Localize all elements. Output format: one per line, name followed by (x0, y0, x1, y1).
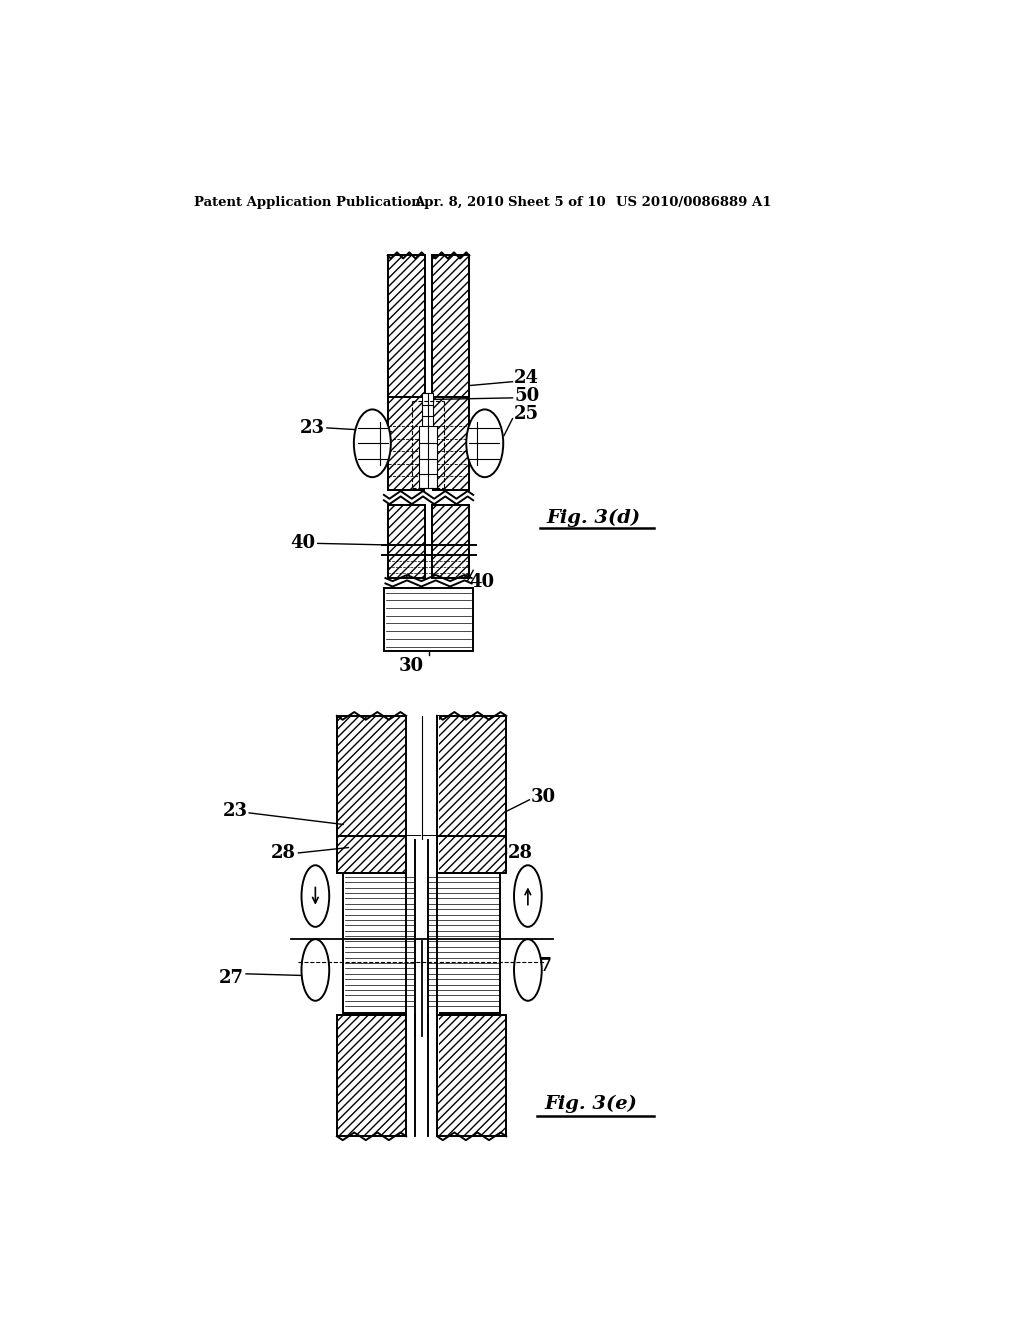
Polygon shape (343, 873, 420, 1014)
Polygon shape (423, 873, 500, 1014)
Polygon shape (437, 715, 506, 836)
Polygon shape (407, 836, 437, 876)
Polygon shape (416, 840, 428, 1036)
Polygon shape (337, 1015, 407, 1137)
Text: Patent Application Publication: Patent Application Publication (194, 195, 421, 209)
Text: 23: 23 (300, 418, 325, 437)
Polygon shape (419, 426, 437, 488)
Text: 25: 25 (514, 405, 540, 422)
Polygon shape (407, 1015, 437, 1137)
Polygon shape (388, 256, 425, 397)
Polygon shape (337, 715, 407, 836)
Polygon shape (432, 256, 469, 397)
Polygon shape (337, 836, 420, 873)
Ellipse shape (354, 409, 391, 478)
Polygon shape (416, 1015, 428, 1137)
Text: 50: 50 (514, 387, 540, 404)
Polygon shape (422, 393, 433, 428)
Text: Apr. 8, 2010: Apr. 8, 2010 (414, 195, 504, 209)
Ellipse shape (466, 409, 503, 478)
Text: Fig. 3(d): Fig. 3(d) (547, 510, 640, 527)
Text: Fig. 3(e): Fig. 3(e) (545, 1094, 638, 1113)
Ellipse shape (514, 866, 542, 927)
Polygon shape (404, 715, 438, 1082)
Ellipse shape (301, 866, 330, 927)
Polygon shape (388, 397, 425, 490)
Text: 28: 28 (271, 843, 296, 862)
Text: 23: 23 (222, 803, 248, 820)
Text: US 2010/0086889 A1: US 2010/0086889 A1 (615, 195, 771, 209)
Polygon shape (437, 1015, 506, 1137)
Ellipse shape (514, 940, 542, 1001)
Text: 27: 27 (219, 969, 244, 986)
Polygon shape (432, 506, 469, 578)
Polygon shape (388, 506, 425, 578)
Text: 30: 30 (399, 657, 424, 676)
Text: 27: 27 (528, 957, 553, 975)
Text: 30: 30 (531, 788, 556, 807)
Text: 24: 24 (514, 368, 539, 387)
Text: Sheet 5 of 10: Sheet 5 of 10 (508, 195, 605, 209)
Ellipse shape (301, 940, 330, 1001)
Polygon shape (425, 256, 432, 512)
Text: 28: 28 (508, 843, 532, 862)
Polygon shape (423, 836, 506, 873)
Text: 40: 40 (290, 535, 315, 552)
Polygon shape (432, 397, 469, 490)
Polygon shape (384, 589, 473, 651)
Text: 40: 40 (469, 573, 495, 591)
